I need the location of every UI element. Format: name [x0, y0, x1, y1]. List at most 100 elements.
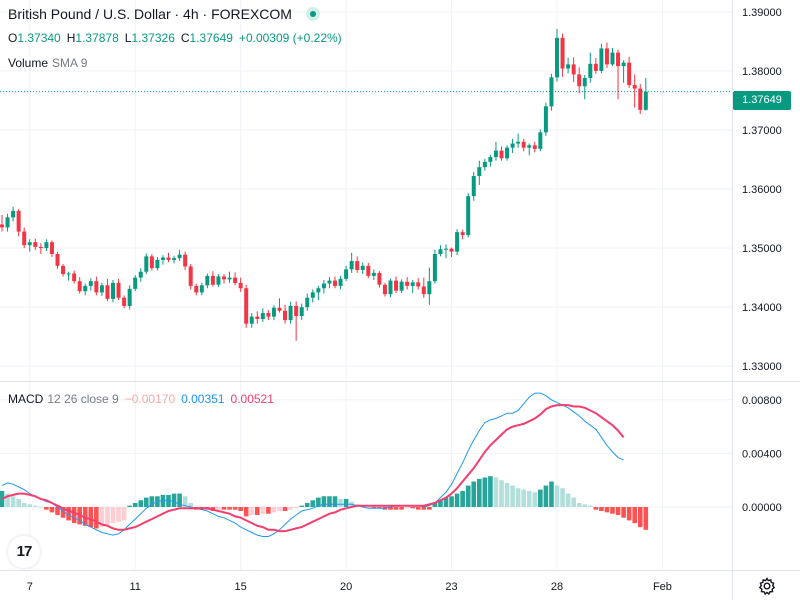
candle-body — [377, 272, 382, 285]
macd-hist-bar — [493, 477, 499, 507]
macd-hist-bar — [482, 477, 488, 507]
market-status-icon[interactable] — [305, 7, 320, 21]
macd-hist-bar — [260, 507, 266, 514]
candle-body — [116, 282, 121, 298]
macd-hist-bar — [410, 507, 415, 509]
macd-hist-bar — [10, 496, 16, 507]
time-axis-label: 11 — [129, 581, 140, 593]
macd-hist-bar — [71, 507, 77, 524]
macd-line — [1, 392, 624, 537]
candle-body — [444, 248, 448, 250]
candle-body — [266, 313, 271, 317]
macd-hist-bar — [16, 498, 21, 507]
candle-body — [310, 292, 315, 298]
high-key: H — [66, 31, 76, 45]
macd-hist-bar — [138, 500, 144, 507]
macd-hist-bar — [576, 502, 582, 507]
macd-hist-bar — [421, 507, 427, 510]
candle-body — [72, 273, 77, 282]
macd-hist-bar — [105, 507, 110, 526]
high-value: 1.37878 — [75, 31, 119, 45]
macd-hist-bar — [243, 507, 249, 517]
macd-axis-label: 0.00000 — [742, 502, 782, 514]
candle-body — [543, 106, 548, 133]
candle-body — [27, 242, 32, 246]
macd-hist-bar — [626, 507, 632, 521]
candle-body — [66, 273, 71, 275]
macd-hist-bar — [615, 507, 621, 516]
macd-hist-bar — [293, 507, 299, 509]
macd-hist-bar — [549, 481, 554, 507]
macd-hist-bar — [488, 476, 493, 507]
candle-body — [16, 210, 21, 232]
macd-hist-bar — [543, 485, 549, 507]
candle-body — [227, 277, 232, 280]
time-axis-label: Feb — [653, 581, 672, 593]
tradingview-logo[interactable]: 17 — [8, 536, 40, 568]
candle-body — [183, 254, 188, 267]
macd-hist-bar — [299, 505, 304, 507]
candle-body — [349, 261, 354, 270]
candle-body — [88, 281, 93, 286]
volume-legend[interactable]: Volume SMA 9 — [8, 56, 87, 70]
ohlc-legend: O1.37340 H1.37878 L1.37326 C1.37649 +0.00309… — [8, 31, 348, 45]
candle-body — [432, 254, 437, 282]
macd-hist-bar — [277, 507, 282, 512]
macd-hist-bar — [415, 507, 421, 510]
macd-hist-bar — [465, 485, 471, 507]
macd-params: 12 26 close 9 — [47, 392, 119, 406]
macd-hist-bar — [593, 507, 599, 510]
macd-hist-bar — [171, 493, 177, 507]
candle-body — [188, 266, 193, 286]
candle-body — [283, 310, 288, 321]
macd-hist-bar — [332, 496, 338, 507]
candle-body — [460, 232, 465, 236]
candle-body — [399, 281, 404, 291]
candle-body — [166, 257, 171, 260]
candle-body — [571, 64, 576, 75]
candle-body — [599, 48, 604, 71]
macd-hist-bar — [454, 493, 460, 507]
candle-body — [482, 161, 487, 168]
volume-label: Volume — [8, 56, 49, 70]
candle-body — [516, 141, 521, 144]
macd-hist-bar — [554, 485, 560, 507]
candle-body — [255, 316, 260, 319]
candle-body — [344, 269, 349, 279]
candle-body — [22, 231, 27, 246]
close-value: 1.37649 — [189, 31, 233, 45]
macd-hist-bar — [166, 494, 171, 507]
macd-hist-bar — [255, 507, 260, 516]
candle-body — [238, 282, 243, 289]
price-axis-label: 1.35000 — [742, 243, 782, 255]
candle-body — [499, 150, 504, 159]
candle-body — [194, 285, 199, 293]
macd-hist-bar — [55, 507, 60, 516]
macd-hist-bar — [643, 507, 649, 530]
macd-axis-label: 0.00400 — [742, 448, 782, 460]
candle-body — [555, 37, 559, 78]
time-axis-label: 20 — [340, 581, 352, 593]
candle-body — [449, 248, 454, 252]
candle-body — [316, 288, 321, 293]
low-value: 1.37326 — [131, 31, 175, 45]
time-axis-label: 28 — [551, 581, 563, 593]
macd-hist-bar — [338, 498, 343, 507]
macd-hist-bar — [271, 507, 277, 513]
macd-hist-bar — [33, 505, 38, 507]
price-axis-label: 1.36000 — [742, 184, 782, 196]
macd-hist-bar — [44, 507, 49, 510]
settings-gear-icon[interactable] — [757, 576, 777, 596]
candle-body — [338, 278, 343, 286]
candle-body — [466, 196, 471, 236]
macd-hist-bar — [66, 507, 71, 521]
candle-body — [271, 307, 276, 317]
macd-legend[interactable]: MACD 12 26 close 9 −0.00170 0.00351 0.00521 — [8, 392, 274, 406]
macd-hist-bar — [366, 507, 371, 508]
candle-body — [5, 217, 10, 228]
candle-body — [327, 280, 332, 284]
candle-body — [127, 288, 132, 306]
macd-hist-bar — [499, 480, 504, 507]
macd-hist-bar — [238, 507, 243, 512]
